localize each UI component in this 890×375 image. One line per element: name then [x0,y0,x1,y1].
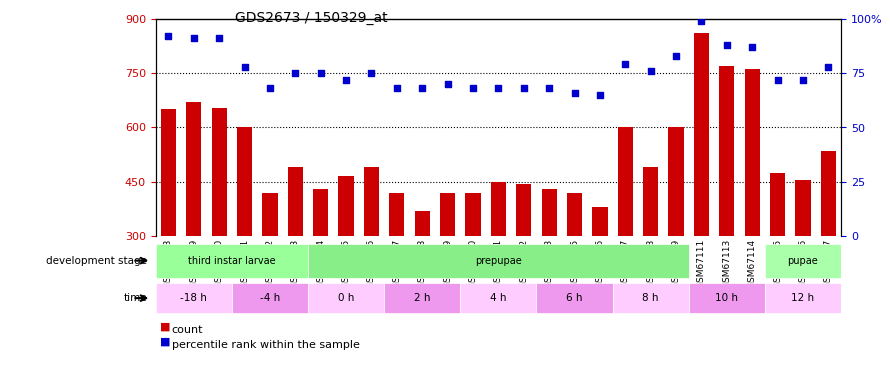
Text: count: count [172,325,203,335]
Text: 6 h: 6 h [566,293,583,303]
Point [390,86,404,92]
Point [313,70,328,76]
Point [821,64,836,70]
Bar [593,207,608,236]
Point [720,42,734,48]
Text: prepupae: prepupae [475,256,522,266]
Point [771,76,785,82]
Bar [186,102,201,236]
Text: GDS2673 / 150329_at: GDS2673 / 150329_at [235,11,388,25]
FancyBboxPatch shape [232,283,308,313]
Point [238,64,252,70]
Bar [389,193,404,236]
Point [339,76,353,82]
Point [187,35,201,41]
Bar [237,128,252,236]
Bar [440,193,456,236]
Text: percentile rank within the sample: percentile rank within the sample [172,340,360,350]
Point [593,92,607,98]
FancyBboxPatch shape [612,283,689,313]
Text: 10 h: 10 h [716,293,739,303]
Bar [415,211,430,236]
FancyBboxPatch shape [765,244,841,278]
Bar [618,128,633,236]
Point [364,70,378,76]
Point [619,62,633,68]
Bar [263,193,278,236]
Bar [643,167,659,236]
Point [517,86,531,92]
Bar [719,66,734,236]
Point [796,76,810,82]
Text: 2 h: 2 h [414,293,431,303]
Point [568,90,582,96]
Point [263,86,277,92]
FancyBboxPatch shape [460,283,537,313]
Text: -4 h: -4 h [260,293,280,303]
Point [415,86,429,92]
Bar [694,33,709,236]
Text: -18 h: -18 h [181,293,207,303]
Point [745,44,759,50]
FancyBboxPatch shape [308,283,384,313]
FancyBboxPatch shape [689,283,765,313]
Text: 4 h: 4 h [490,293,506,303]
Text: time: time [123,293,147,303]
Text: third instar larvae: third instar larvae [188,256,276,266]
Bar [541,189,557,236]
FancyBboxPatch shape [537,283,612,313]
Text: ■: ■ [160,322,171,332]
Point [212,35,226,41]
Point [643,68,658,74]
Point [161,33,175,39]
Bar [338,176,353,236]
FancyBboxPatch shape [156,244,308,278]
Point [288,70,303,76]
Text: ■: ■ [160,337,171,347]
Bar [287,167,303,236]
Bar [821,151,836,236]
Bar [212,108,227,236]
Text: pupae: pupae [788,256,818,266]
FancyBboxPatch shape [308,244,689,278]
Text: 0 h: 0 h [338,293,354,303]
FancyBboxPatch shape [156,283,232,313]
Bar [465,193,481,236]
Bar [364,167,379,236]
Bar [745,69,760,236]
Point [669,53,684,59]
Point [441,81,455,87]
Bar [516,184,531,236]
Bar [796,180,811,236]
Text: development stage: development stage [46,256,147,266]
FancyBboxPatch shape [384,283,460,313]
Text: 12 h: 12 h [791,293,814,303]
Point [491,86,506,92]
Bar [567,193,582,236]
FancyBboxPatch shape [765,283,841,313]
Text: 8 h: 8 h [643,293,659,303]
Bar [490,182,506,236]
Bar [770,173,785,236]
Point [694,18,708,24]
Point [465,86,480,92]
Bar [161,110,176,236]
Bar [313,189,328,236]
Bar [668,128,684,236]
Point [542,86,556,92]
